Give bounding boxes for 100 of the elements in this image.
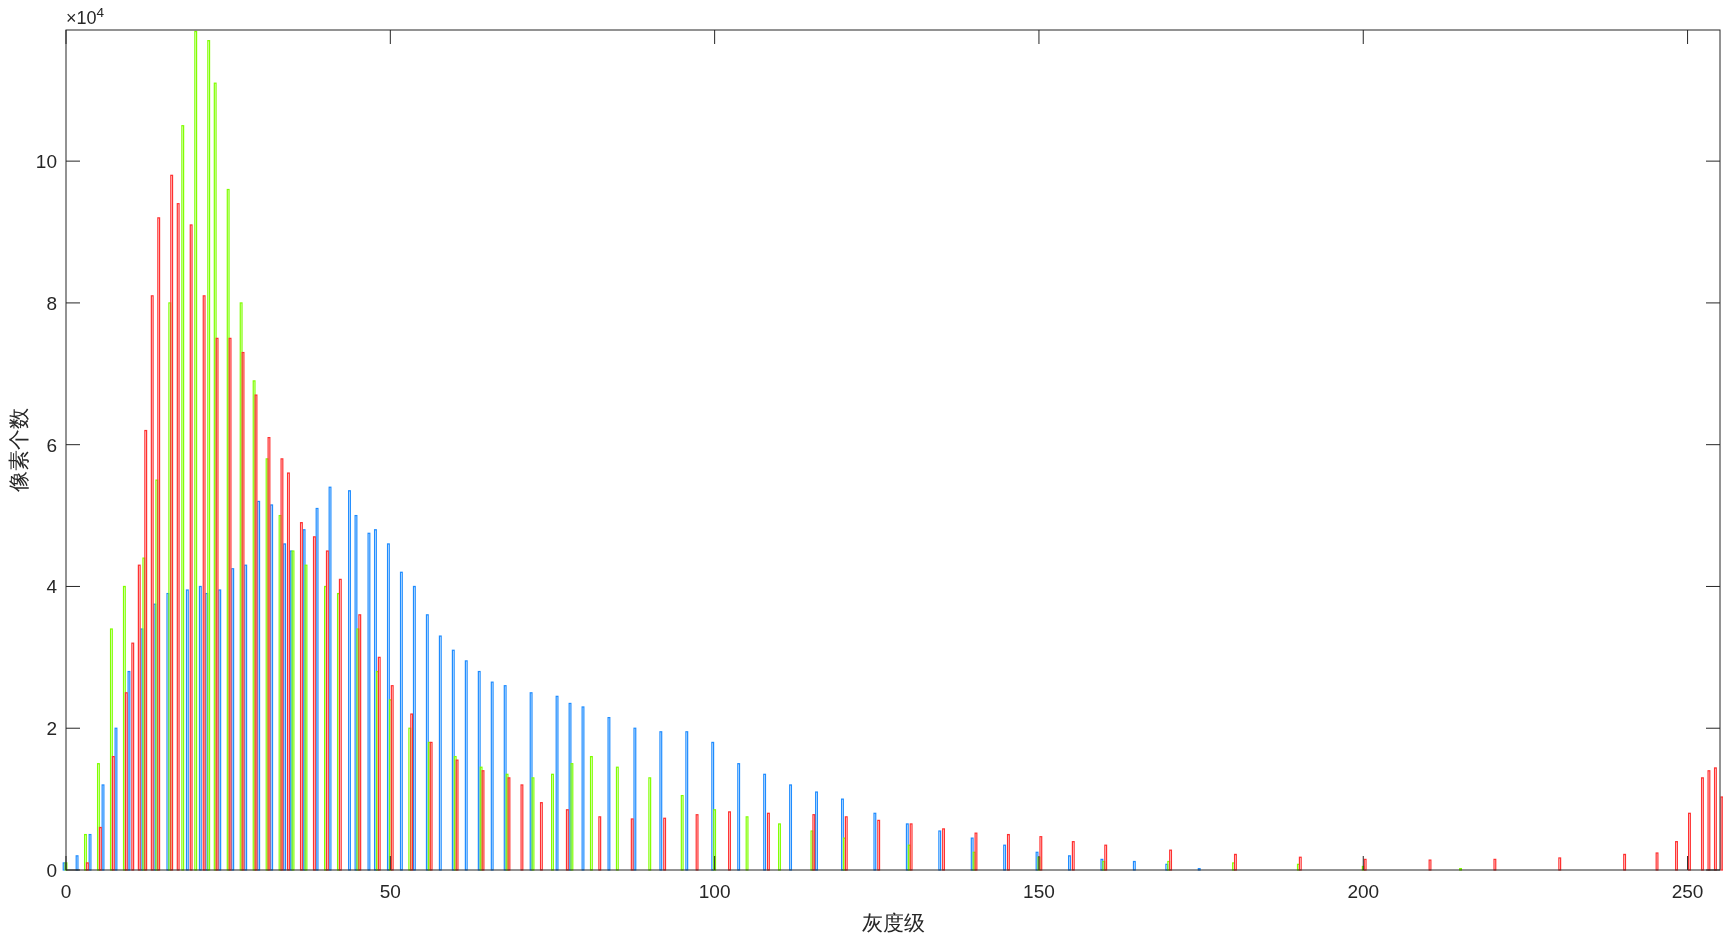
bar <box>1233 853 1237 871</box>
bar <box>520 784 524 871</box>
bar <box>1006 833 1010 871</box>
bar <box>909 823 913 871</box>
bar <box>570 763 574 871</box>
bar <box>1688 812 1691 871</box>
bar <box>1068 855 1071 871</box>
bar <box>213 82 217 871</box>
bar <box>1071 841 1075 871</box>
text: ×10$^{4}$ <box>66 4 105 28</box>
bar <box>299 522 303 871</box>
bar <box>388 699 392 871</box>
bar <box>373 529 377 871</box>
bar <box>763 773 767 871</box>
bar <box>198 585 202 871</box>
bar <box>810 830 814 871</box>
bar <box>312 536 316 871</box>
bar <box>254 394 258 871</box>
bar <box>1003 844 1007 871</box>
bar <box>974 832 978 871</box>
bar <box>358 614 362 871</box>
bar <box>410 713 414 871</box>
bar <box>122 585 126 871</box>
bar <box>1428 859 1432 871</box>
bar <box>438 635 442 871</box>
bar <box>507 777 511 871</box>
bar <box>252 380 256 871</box>
bar <box>168 302 172 871</box>
bar <box>1623 853 1627 871</box>
bar <box>607 717 611 871</box>
bar <box>348 490 351 871</box>
bar <box>215 337 219 871</box>
bar <box>150 295 154 871</box>
bar <box>88 833 92 871</box>
bar <box>695 814 699 871</box>
bar <box>244 564 248 871</box>
bar <box>278 514 282 871</box>
bar <box>663 817 667 871</box>
bar <box>568 702 572 871</box>
bar <box>531 777 535 871</box>
bar <box>137 564 141 871</box>
bar <box>280 458 284 871</box>
bar <box>766 812 770 871</box>
bar <box>685 731 689 871</box>
bar <box>711 741 715 871</box>
bar <box>1713 767 1717 871</box>
bar <box>464 660 468 871</box>
bar <box>111 755 115 871</box>
bar <box>390 685 394 871</box>
bar <box>231 568 235 871</box>
x-tick-label: 100 <box>698 881 731 902</box>
bar <box>218 589 222 871</box>
bar <box>551 773 554 871</box>
bar <box>938 830 942 871</box>
bar <box>194 30 198 871</box>
bar <box>873 812 877 871</box>
bar <box>377 656 381 871</box>
y-tick-label: 4 <box>46 576 58 598</box>
bar <box>555 695 559 871</box>
bar <box>1035 851 1039 871</box>
bar <box>336 592 340 871</box>
bar <box>529 692 533 871</box>
bar <box>176 203 180 871</box>
bar <box>737 763 741 871</box>
bar <box>503 685 507 871</box>
bar <box>728 811 731 871</box>
bar <box>1169 849 1173 871</box>
bar <box>323 585 327 871</box>
bar <box>155 479 159 871</box>
bar <box>157 217 161 871</box>
y-tick-label: 2 <box>46 718 57 740</box>
bar <box>630 818 634 871</box>
bar <box>302 529 306 871</box>
bar <box>479 766 483 871</box>
bar <box>83 833 87 871</box>
bar <box>633 727 637 871</box>
y-tick-label: 0 <box>46 860 57 881</box>
bar <box>453 755 457 871</box>
bar <box>386 543 390 871</box>
bar <box>970 837 974 871</box>
bar <box>1039 836 1043 871</box>
x-axis-title: 灰度级 <box>861 911 925 934</box>
bar <box>96 763 100 871</box>
bar <box>328 486 332 871</box>
bar <box>505 773 509 871</box>
bar <box>412 585 416 871</box>
y-tick-label: 6 <box>46 434 57 456</box>
bar <box>109 628 113 871</box>
bar <box>202 295 206 871</box>
bar <box>539 802 543 871</box>
bar <box>127 670 131 871</box>
bar <box>490 681 494 871</box>
bar <box>844 816 848 871</box>
bar <box>615 766 619 871</box>
bar <box>942 828 946 871</box>
bar <box>144 429 148 871</box>
bar <box>713 809 717 871</box>
bar <box>565 809 569 871</box>
bar <box>778 823 781 871</box>
bar <box>680 794 684 871</box>
